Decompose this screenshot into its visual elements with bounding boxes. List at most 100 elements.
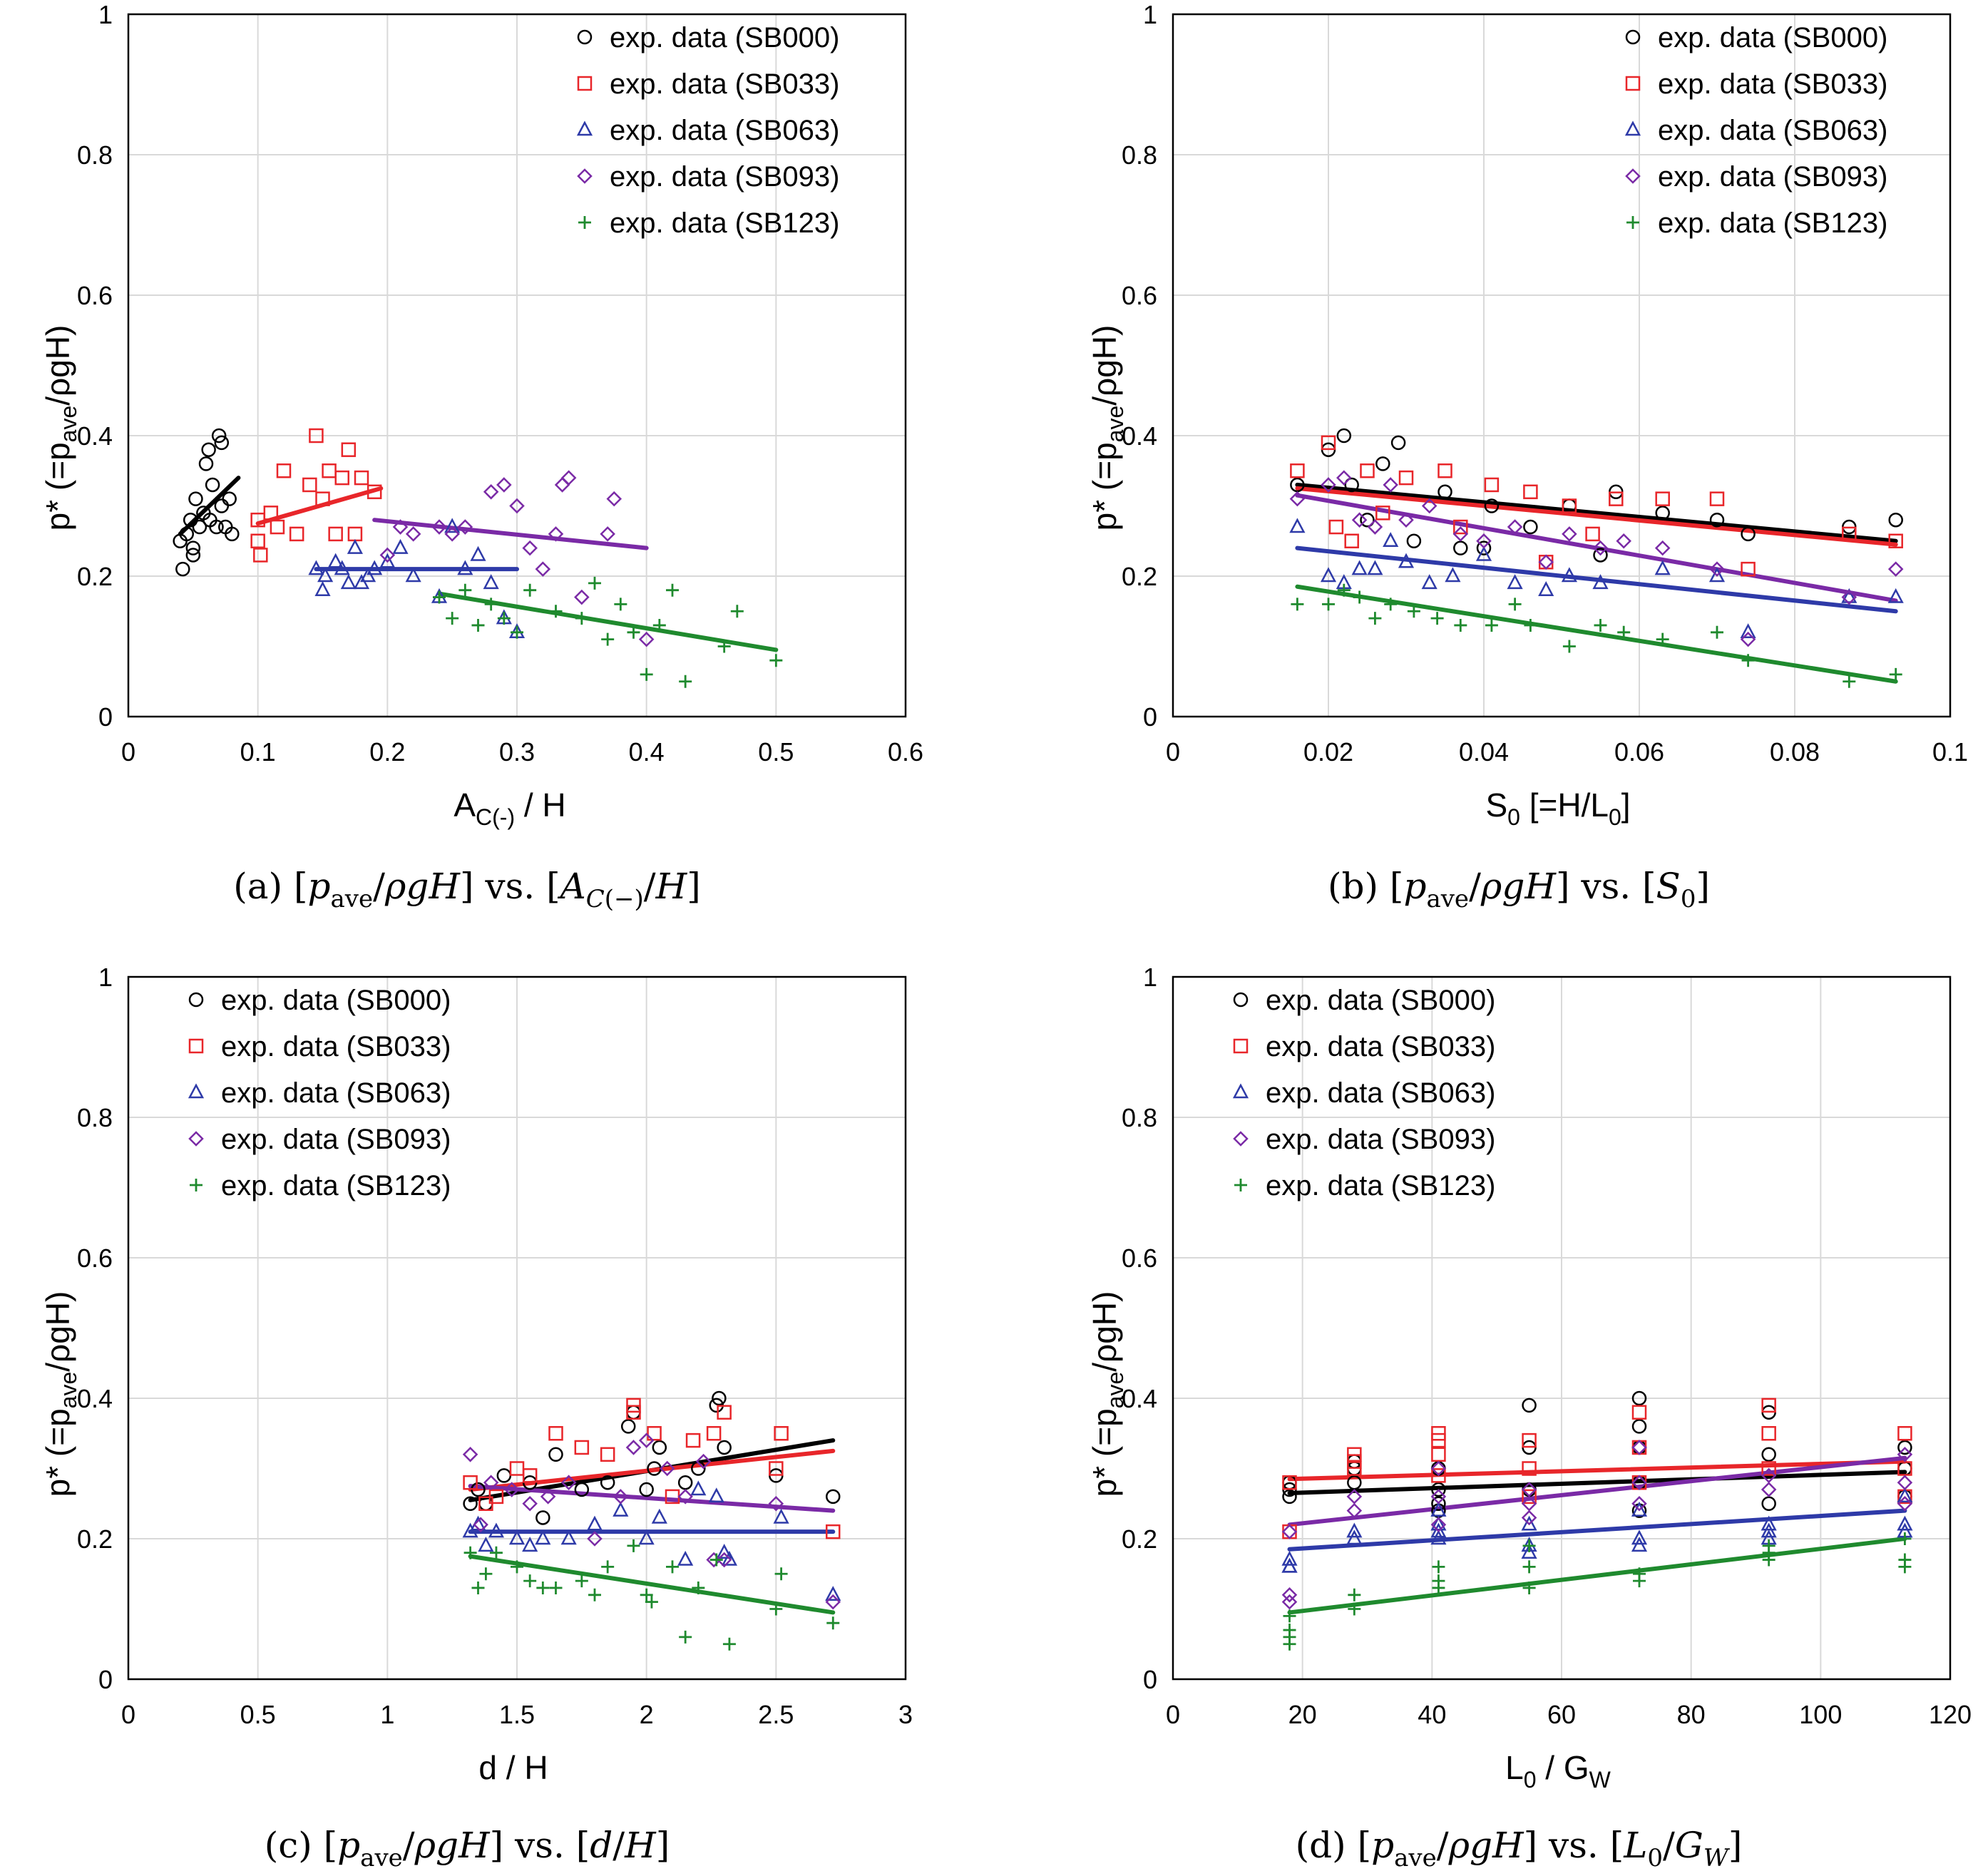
data-point-sb000 <box>188 491 203 506</box>
data-point-sb000 <box>826 1489 841 1505</box>
data-point-sb063 <box>1346 1522 1363 1538</box>
data-point-sb093 <box>1841 589 1857 605</box>
y-tick-label: 0 <box>1143 1665 1157 1694</box>
data-point-sb063 <box>392 538 409 554</box>
data-point-sb123 <box>471 1581 485 1594</box>
data-point-sb033 <box>1344 533 1359 548</box>
legend-marker-sb123 <box>1234 1179 1247 1191</box>
data-point-sb063 <box>1383 532 1399 547</box>
y-axis-label-a: p* (=pave/ρgH) <box>39 325 81 531</box>
data-point-sb000 <box>717 1440 732 1455</box>
data-point-sb063 <box>560 1529 577 1545</box>
data-point-sb093 <box>716 1552 732 1568</box>
data-point-sb000 <box>179 526 194 542</box>
data-point-sb000 <box>1390 435 1406 451</box>
data-point-sb063 <box>1430 1501 1447 1517</box>
legend-marker-sb093 <box>1625 168 1641 184</box>
y-tick-labels-d: 0 0.2 0.4 0.6 0.8 1 <box>1122 963 1157 1694</box>
data-point-sb093 <box>1654 540 1671 556</box>
x-tick-label: 2 <box>640 1700 654 1729</box>
data-point-sb123 <box>1762 1553 1775 1567</box>
data-point-sb033 <box>706 1426 722 1441</box>
data-point-sb000 <box>214 435 230 451</box>
data-point-sb093 <box>1383 477 1398 493</box>
y-tick-label: 0.8 <box>1122 1103 1157 1132</box>
data-point-sb123 <box>1522 1581 1536 1594</box>
data-point-sb000 <box>209 519 224 535</box>
data-point-sb033 <box>488 1489 504 1505</box>
data-point-sb123 <box>463 1546 477 1559</box>
data-point-sb123 <box>717 640 731 653</box>
data-point-sb033 <box>1609 491 1624 506</box>
data-point-sb063 <box>308 560 324 575</box>
data-point-sb000 <box>1897 1440 1912 1455</box>
y-tick-label: 0.2 <box>1122 1524 1157 1554</box>
data-point-sb123 <box>458 583 472 597</box>
data-point-sb123 <box>1562 640 1576 653</box>
data-point-sb123 <box>1430 612 1444 625</box>
legend-c: exp. data (SB000) exp. data (SB033) exp. d… <box>188 985 451 1201</box>
data-point-sb093 <box>392 519 409 535</box>
data-point-sb063 <box>1841 588 1857 603</box>
data-point-sb033 <box>1347 1461 1362 1476</box>
x-tick-label: 2.5 <box>758 1700 794 1729</box>
data-point-sb000 <box>1593 548 1608 563</box>
x-axis-label-b: S0 [=H/L0] <box>1485 786 1630 830</box>
data-point-sb033 <box>1655 491 1670 506</box>
data-point-sb063 <box>1421 574 1438 590</box>
x-tick-labels-d: 0 20 40 60 80 100 120 <box>1166 1700 1972 1729</box>
data-point-sb063 <box>825 1586 841 1601</box>
data-point-sb093 <box>1346 1502 1363 1519</box>
data-point-sb033 <box>354 470 369 486</box>
data-point-sb000 <box>185 548 201 563</box>
caption-d: (d) [pave/ρgH] vs. [L0/GW] <box>1296 1825 1743 1872</box>
data-point-sb093 <box>638 1432 655 1448</box>
data-point-sb000 <box>496 1468 512 1483</box>
data-point-sb123 <box>446 612 459 625</box>
data-point-sb000 <box>1406 533 1422 548</box>
data-point-sb000 <box>1360 512 1375 528</box>
data-point-sb123 <box>1337 583 1351 597</box>
data-point-sb093 <box>483 484 499 500</box>
y-tick-labels-a: 0 0.2 0.4 0.6 0.8 1 <box>77 0 113 732</box>
data-point-sb063 <box>1561 567 1577 583</box>
grid-a <box>128 14 906 717</box>
x-tick-label: 0.3 <box>499 737 535 767</box>
data-point-sb000 <box>1336 428 1352 444</box>
data-point-sb123 <box>1485 618 1498 632</box>
data-point-sb000 <box>1476 540 1492 555</box>
data-point-sb093 <box>600 526 615 542</box>
y-tick-label: 0.6 <box>77 1244 113 1273</box>
data-points-b <box>1289 428 1904 688</box>
data-point-sb123 <box>645 1595 658 1609</box>
data-point-sb093 <box>431 519 447 535</box>
data-point-sb063 <box>1281 1557 1298 1573</box>
data-point-sb093 <box>768 1495 784 1512</box>
panel-b: 0 0.2 0.4 0.6 0.8 1 0 0.02 0.04 0.06 0.08 0.1 exp.… <box>1086 0 1968 913</box>
x-tick-label: 40 <box>1418 1700 1446 1729</box>
data-point-sb063 <box>1538 581 1554 596</box>
data-point-sb063 <box>470 545 486 561</box>
trend-line-sb093 <box>1295 493 1898 603</box>
trend-line-sb033 <box>1295 486 1898 547</box>
x-tick-label: 0 <box>1166 737 1180 767</box>
data-point-sb063 <box>1631 1501 1648 1517</box>
legend-label-sb093: exp. data (SB093) <box>221 1124 451 1155</box>
x-tick-label: 0.5 <box>240 1700 276 1729</box>
legend-label-sb063: exp. data (SB063) <box>1658 115 1887 146</box>
data-point-sb123 <box>652 618 666 632</box>
data-point-sb093 <box>1631 1475 1647 1490</box>
data-point-sb000 <box>1431 1482 1446 1497</box>
data-point-sb093 <box>473 1517 488 1533</box>
x-axis-label-d: L0 / GW <box>1505 1749 1611 1793</box>
x-tick-label: 1 <box>380 1700 394 1729</box>
data-point-sb123 <box>601 632 615 646</box>
legend-label-sb063: exp. data (SB063) <box>1266 1077 1495 1109</box>
data-point-sb063 <box>708 1487 724 1503</box>
data-point-sb123 <box>692 1581 705 1594</box>
data-point-sb063 <box>1281 1550 1298 1566</box>
data-point-sb123 <box>1454 618 1467 632</box>
data-point-sb093 <box>1430 1489 1447 1505</box>
data-point-sb033 <box>1398 470 1414 486</box>
data-point-sb093 <box>1761 1482 1777 1497</box>
